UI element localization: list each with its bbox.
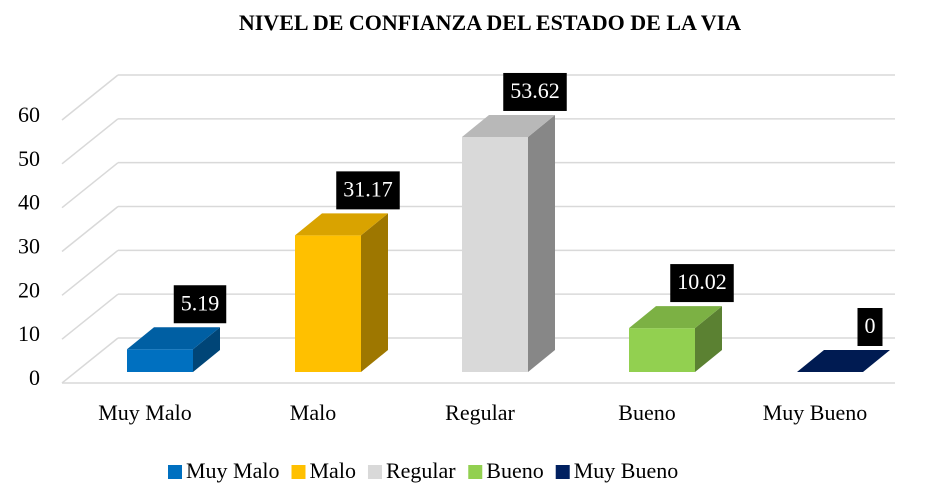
- bar-top: [127, 327, 220, 350]
- data-label-box: [670, 264, 734, 303]
- grid-line-side: [61, 118, 119, 165]
- legend-swatch: [367, 465, 382, 479]
- bar-top: [797, 350, 890, 372]
- grid-line-side: [61, 249, 119, 296]
- y-tick-label: 20: [18, 277, 40, 302]
- bar-top: [629, 306, 722, 329]
- legend-swatch: [291, 465, 306, 479]
- legend-swatch: [168, 465, 182, 479]
- data-label-box: [173, 285, 227, 324]
- legend-label: Bueno: [486, 458, 543, 483]
- data-label: 31.17: [343, 176, 393, 201]
- y-tick-label: 40: [18, 190, 40, 215]
- chart-title: NIVEL DE CONFIANZA DEL ESTADO DE LA VIA: [239, 10, 741, 35]
- data-label-box: [857, 308, 883, 346]
- bar-top: [462, 114, 555, 137]
- grid-line-side: [61, 74, 119, 121]
- bar: [295, 213, 388, 372]
- grid-line-side: [61, 293, 119, 340]
- bar: [462, 114, 555, 372]
- y-tick-label: 10: [18, 321, 40, 346]
- legend-label: Regular: [386, 458, 456, 483]
- x-tick-label: Malo: [290, 400, 336, 425]
- bar: [797, 350, 890, 372]
- legend-label: Muy Malo: [186, 458, 280, 483]
- bar: [629, 306, 722, 372]
- grid-line-side: [61, 205, 119, 253]
- grid-line-side: [61, 162, 119, 209]
- data-label: 53.62: [510, 78, 560, 103]
- y-tick-label: 60: [18, 102, 40, 127]
- x-tick-label: Muy Malo: [98, 400, 192, 425]
- y-tick-label: 0: [29, 365, 40, 390]
- grid-line-side: [61, 337, 119, 384]
- bar-front: [127, 349, 193, 372]
- bar-side: [361, 213, 388, 372]
- legend-label: Muy Bueno: [574, 458, 679, 483]
- legend-swatch: [468, 465, 483, 479]
- bar: [127, 327, 220, 372]
- legend-label: Malo: [310, 458, 356, 483]
- data-label: 10.02: [677, 269, 727, 294]
- bar-side: [695, 306, 722, 372]
- y-tick-label: 50: [18, 146, 40, 171]
- data-label-box: [503, 72, 567, 111]
- bar-side: [193, 327, 220, 372]
- data-label: 0: [865, 313, 876, 338]
- legend-swatch: [555, 465, 570, 479]
- y-tick-label: 30: [18, 234, 40, 259]
- bar-front: [462, 136, 528, 372]
- bar-side: [528, 114, 555, 372]
- x-tick-label: Muy Bueno: [763, 400, 868, 425]
- x-tick-label: Bueno: [618, 400, 675, 425]
- data-label-box: [336, 171, 400, 210]
- x-tick-label: Regular: [445, 400, 515, 425]
- bar-front: [295, 235, 361, 372]
- bar-top: [295, 213, 388, 236]
- bar-front: [629, 328, 695, 372]
- data-label: 5.19: [181, 290, 220, 315]
